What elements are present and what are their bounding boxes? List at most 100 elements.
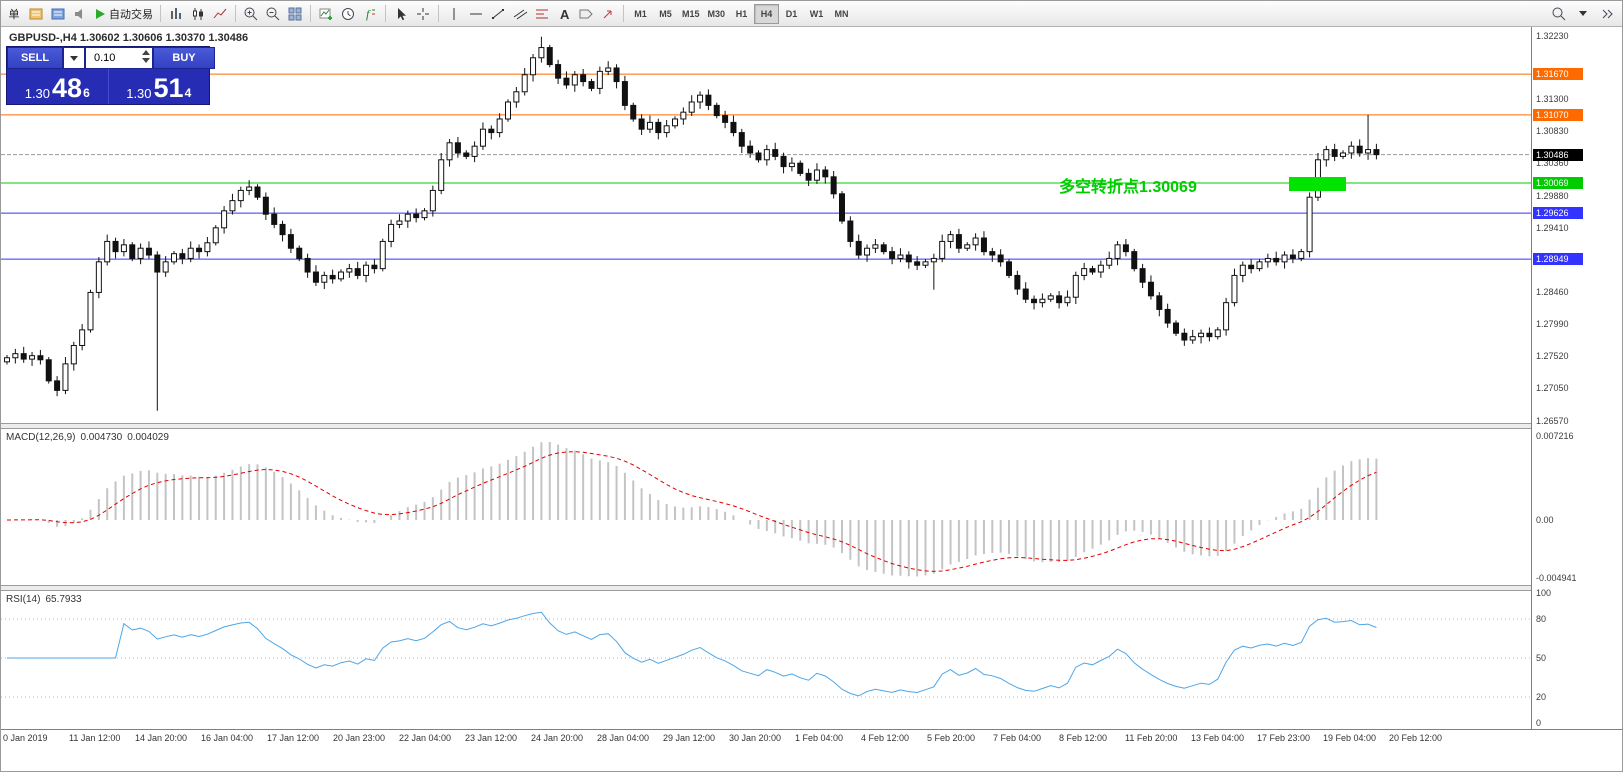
price-level-label: 1.29626 <box>1533 207 1583 220</box>
macd-axis-label: 0.007216 <box>1536 431 1574 441</box>
timeframe-M5-button[interactable]: M5 <box>653 4 678 24</box>
rsi-axis-label: 20 <box>1536 692 1547 702</box>
autotrading-button[interactable]: 自动交易 <box>91 3 156 25</box>
volume-dropdown-button[interactable] <box>63 47 85 69</box>
time-axis-label: 22 Jan 04:00 <box>399 733 452 743</box>
price-chart[interactable] <box>1 27 1532 423</box>
macd-panel[interactable] <box>1 429 1532 585</box>
toolbar: 单 自动交易 f A M1 M5 M15 M30 H1 H4 D1 W1 MN <box>1 1 1622 27</box>
candlestick-chart-button[interactable] <box>187 3 209 25</box>
cursor-button[interactable] <box>390 3 412 25</box>
panel-splitter[interactable] <box>1 585 1622 591</box>
toolbar-separator <box>438 5 439 22</box>
bar-chart-button[interactable] <box>165 3 187 25</box>
timeframe-H1-button[interactable]: H1 <box>729 4 754 24</box>
timeframe-M15-button[interactable]: M15 <box>678 4 704 24</box>
charts-button[interactable] <box>25 3 47 25</box>
panel-splitter[interactable] <box>1 423 1622 429</box>
tile-windows-button[interactable] <box>284 3 306 25</box>
zoom-in-button[interactable] <box>240 3 262 25</box>
toolbar-separator <box>623 5 624 22</box>
new-chart-button[interactable] <box>315 3 337 25</box>
trendline-button[interactable] <box>487 3 509 25</box>
line-chart-button[interactable] <box>209 3 231 25</box>
toolbar-separator <box>160 5 161 22</box>
line-chart-icon <box>213 8 227 18</box>
price-level-label: 1.31670 <box>1533 68 1583 81</box>
crosshair-button[interactable] <box>412 3 434 25</box>
search-dropdown-button[interactable] <box>1572 3 1594 25</box>
stepper-down-icon[interactable] <box>142 58 150 63</box>
highlight-rectangle[interactable] <box>1289 177 1346 191</box>
time-axis[interactable]: 0 Jan 2019 11 Jan 12:00 14 Jan 20:00 16 Jan… <box>1 729 1622 748</box>
timeframe-MN-button[interactable]: MN <box>829 4 854 24</box>
time-axis-label: 11 Jan 12:00 <box>69 733 121 743</box>
timeframe-W1-button[interactable]: W1 <box>804 4 829 24</box>
indicators-icon: f <box>366 7 375 21</box>
sell-button[interactable]: SELL <box>7 47 63 69</box>
time-axis-label: 1 Feb 04:00 <box>795 733 844 743</box>
time-axis-label: 29 Jan 12:00 <box>663 733 716 743</box>
timeframe-toolbar: M1 M5 M15 M30 H1 H4 D1 W1 MN <box>628 3 854 24</box>
zoom-out-button[interactable] <box>262 3 284 25</box>
time-axis-label: 8 Feb 12:00 <box>1059 733 1108 743</box>
time-axis-label: 17 Feb 23:00 <box>1257 733 1311 743</box>
text-button[interactable]: A <box>553 3 575 25</box>
alerts-button[interactable] <box>69 3 91 25</box>
trendline-icon <box>492 8 504 19</box>
arrow-icon <box>603 10 612 18</box>
search-button[interactable] <box>1548 3 1570 25</box>
timeframe-H4-button[interactable]: H4 <box>754 3 780 24</box>
vertical-line-button[interactable] <box>443 3 465 25</box>
horizontal-line-button[interactable] <box>465 3 487 25</box>
candlestick-chart-icon <box>193 7 203 20</box>
profiles-button[interactable] <box>47 3 69 25</box>
toolbar-overflow-button[interactable] <box>1596 3 1618 25</box>
rsi-panel[interactable] <box>1 591 1532 729</box>
toolbar-separator <box>310 5 311 22</box>
label-button[interactable] <box>575 3 597 25</box>
time-axis-label: 30 Jan 20:00 <box>729 733 782 743</box>
channel-button[interactable] <box>509 3 531 25</box>
channel-icon <box>513 9 528 19</box>
macd-axis-label: 0.00 <box>1536 515 1554 525</box>
arrow-button[interactable] <box>597 3 619 25</box>
zoom-in-icon <box>244 7 258 20</box>
volume-stepper[interactable] <box>142 50 150 63</box>
axis-tick-label: 1.26570 <box>1536 416 1569 426</box>
volume-value: 0.10 <box>94 52 116 64</box>
macd-name: MACD(12,26,9) <box>6 432 76 443</box>
period-clock-button[interactable] <box>337 3 359 25</box>
buy-price[interactable]: 1.30 51 4 <box>126 72 192 103</box>
sell-price[interactable]: 1.30 48 6 <box>24 72 90 103</box>
fibonacci-button[interactable] <box>531 3 553 25</box>
new-chart-icon <box>319 8 332 20</box>
stepper-up-icon[interactable] <box>142 50 150 55</box>
time-axis-label: 13 Feb 04:00 <box>1191 733 1245 743</box>
axis-tick-label: 1.31300 <box>1536 94 1569 105</box>
new-order-button[interactable]: 单 <box>3 3 25 25</box>
chart-text-annotation[interactable]: 多空转折点1.30069 <box>1059 179 1197 196</box>
macd-histogram <box>14 442 1378 577</box>
svg-text:f: f <box>366 7 371 21</box>
timeframe-M30-button[interactable]: M30 <box>704 4 730 24</box>
rsi-axis-label: 50 <box>1536 653 1547 663</box>
timeframe-D1-button[interactable]: D1 <box>779 4 804 24</box>
price-level-label: 1.30069 <box>1533 176 1583 189</box>
axis-tick-label: 1.29410 <box>1536 222 1569 233</box>
fibonacci-icon <box>536 9 548 18</box>
axis-tick-label: 1.28460 <box>1536 287 1569 298</box>
time-axis-label: 14 Jan 20:00 <box>135 733 188 743</box>
macd-axis-label: -0.004941 <box>1536 572 1577 583</box>
axis-tick-label: 1.27520 <box>1536 351 1569 362</box>
overflow-chevrons-icon <box>1602 9 1613 18</box>
autotrading-play-icon <box>96 8 105 19</box>
price-axis[interactable]: 1.32230 1.31300 1.30830 1.30360 1.29880 1.294… <box>1531 27 1622 729</box>
candles[interactable] <box>4 36 1380 411</box>
indicators-button[interactable]: f <box>359 3 381 25</box>
label-icon <box>579 9 593 18</box>
buy-button[interactable]: BUY <box>153 47 215 69</box>
volume-input[interactable]: 0.10 <box>85 47 153 69</box>
rsi-axis-label: 80 <box>1536 614 1547 624</box>
timeframe-M1-button[interactable]: M1 <box>628 4 653 24</box>
